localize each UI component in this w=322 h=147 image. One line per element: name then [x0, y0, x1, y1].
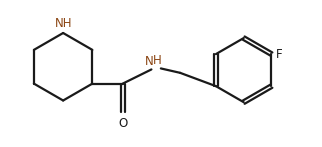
Text: H: H	[152, 54, 161, 67]
Text: NH: NH	[54, 17, 72, 30]
Text: N: N	[145, 55, 154, 68]
Text: F: F	[276, 48, 282, 61]
Text: O: O	[118, 117, 128, 130]
